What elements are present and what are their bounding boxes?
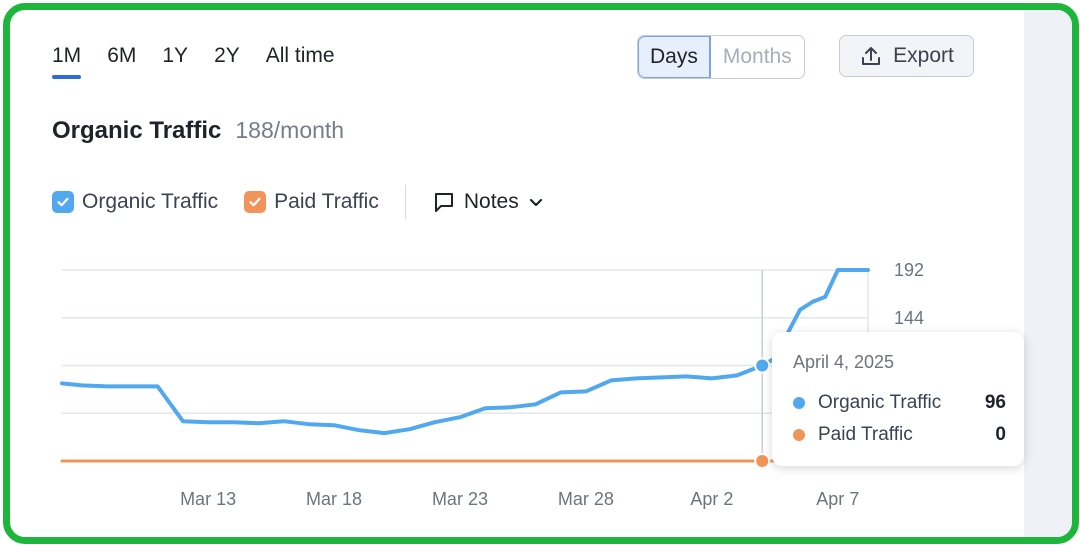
- organic-dot-icon: [793, 397, 805, 409]
- chart-legend: Organic Traffic Paid Traffic Notes: [52, 185, 545, 219]
- legend-organic-label: Organic Traffic: [82, 190, 219, 213]
- granularity-toggle: Days Months: [637, 35, 805, 79]
- checkbox-checked-icon: [52, 191, 74, 213]
- y-tick-label: 192: [894, 260, 924, 280]
- x-tick-label: Apr 7: [816, 489, 859, 509]
- x-tick-label: Mar 13: [180, 489, 236, 509]
- tooltip-row-organic: Organic Traffic 96: [793, 387, 1006, 419]
- chart-tooltip: April 4, 2025 Organic Traffic 96 Paid Tr…: [772, 332, 1024, 466]
- legend-paid-toggle[interactable]: Paid Traffic: [244, 190, 379, 214]
- days-button[interactable]: Days: [638, 36, 711, 78]
- tab-1y[interactable]: 1Y: [162, 44, 189, 67]
- notes-dropdown[interactable]: Notes: [432, 190, 545, 214]
- tooltip-paid-label: Paid Traffic: [818, 424, 913, 445]
- metric-header: Organic Traffic 188/month: [52, 117, 344, 145]
- tab-2y[interactable]: 2Y: [214, 44, 240, 67]
- tooltip-organic-label: Organic Traffic: [818, 392, 942, 413]
- tab-1m[interactable]: 1M: [52, 44, 82, 79]
- tab-6m[interactable]: 6M: [107, 44, 137, 67]
- notes-label: Notes: [463, 190, 519, 213]
- tooltip-date: April 4, 2025: [793, 352, 895, 372]
- export-label: Export: [893, 44, 954, 67]
- x-tick-label: Mar 28: [558, 489, 614, 509]
- checkbox-checked-icon: [244, 191, 267, 213]
- legend-paid-label: Paid Traffic: [274, 190, 379, 213]
- comment-icon: [434, 193, 453, 212]
- legend-divider: [404, 185, 406, 219]
- side-panel-edge: [1024, 10, 1072, 537]
- hover-point-organic: [754, 357, 771, 374]
- x-tick-label: Apr 2: [690, 489, 733, 509]
- paid-dot-icon: [793, 429, 805, 441]
- x-tick-label: Mar 23: [432, 489, 488, 509]
- series-line-organic: [60, 268, 870, 436]
- tooltip-paid-value: 0: [995, 424, 1006, 445]
- tooltip-organic-value: 96: [984, 392, 1006, 413]
- traffic-card: [3, 3, 1079, 544]
- tab-all-time[interactable]: All time: [265, 44, 335, 67]
- range-tabs: 1M 6M 1Y 2Y All time: [52, 44, 361, 79]
- chevron-down-icon: [529, 198, 542, 207]
- hover-point-paid: [754, 453, 771, 469]
- months-button[interactable]: Months: [722, 45, 792, 68]
- legend-organic-toggle[interactable]: Organic Traffic: [52, 190, 218, 214]
- metric-value: 188/month: [235, 117, 345, 143]
- y-tick-label: 144: [894, 308, 924, 328]
- page-title: Organic Traffic: [52, 117, 222, 144]
- tooltip-row-paid: Paid Traffic 0: [793, 419, 1006, 451]
- x-tick-label: Mar 18: [306, 489, 362, 509]
- export-button[interactable]: Export: [839, 35, 974, 77]
- upload-icon: [862, 47, 881, 65]
